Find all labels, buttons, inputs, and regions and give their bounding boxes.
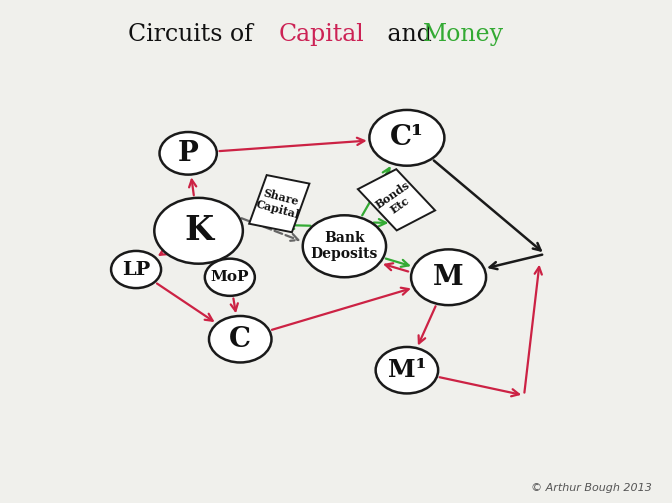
Text: M: M: [433, 264, 464, 291]
Text: MoP: MoP: [210, 270, 249, 284]
Text: K: K: [184, 214, 213, 247]
FancyBboxPatch shape: [249, 175, 309, 232]
Circle shape: [370, 110, 444, 165]
Text: Circuits of: Circuits of: [128, 23, 260, 46]
Text: P: P: [177, 140, 199, 167]
Circle shape: [111, 251, 161, 288]
Circle shape: [205, 259, 255, 296]
Circle shape: [376, 347, 438, 393]
Text: Money: Money: [423, 23, 505, 46]
Circle shape: [303, 215, 386, 277]
Circle shape: [155, 198, 243, 264]
Text: Share
Capital: Share Capital: [255, 187, 304, 221]
Text: C¹: C¹: [390, 124, 424, 151]
Text: C: C: [229, 326, 251, 353]
Text: Capital: Capital: [279, 23, 365, 46]
Text: M¹: M¹: [388, 358, 426, 382]
Text: Bank
Deposits: Bank Deposits: [310, 231, 378, 262]
Circle shape: [159, 132, 217, 175]
Text: and: and: [380, 23, 439, 46]
FancyBboxPatch shape: [358, 169, 435, 230]
Circle shape: [209, 316, 271, 363]
Text: LP: LP: [122, 261, 151, 279]
Circle shape: [411, 249, 486, 305]
Text: © Arthur Bough 2013: © Arthur Bough 2013: [531, 483, 652, 493]
Text: Bonds
Etc: Bonds Etc: [374, 179, 419, 221]
